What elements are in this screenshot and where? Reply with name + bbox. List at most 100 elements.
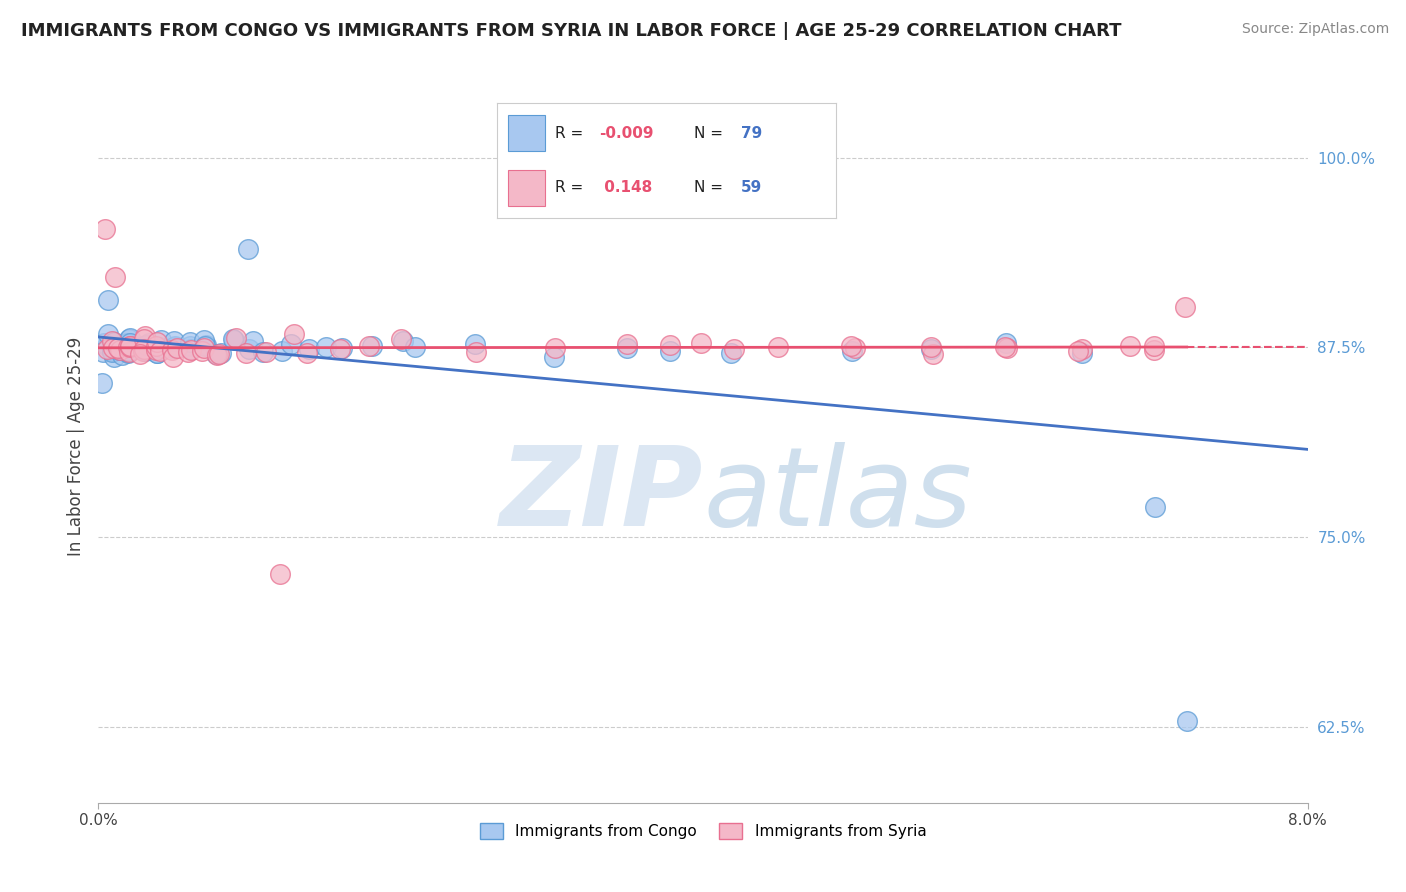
Point (616, 336, 638, 351)
Point (162, 341, 184, 355)
Point (118, 345, 141, 359)
Point (120, 343, 142, 357)
Point (149, 333, 172, 347)
Point (1174, 300, 1197, 314)
Point (179, 339, 201, 353)
Point (191, 344, 214, 359)
Point (110, 343, 132, 358)
Point (616, 341, 638, 355)
Text: ZIP: ZIP (499, 442, 703, 549)
Point (131, 341, 153, 355)
Point (283, 327, 305, 342)
Point (97, 293, 120, 308)
Point (118, 339, 141, 353)
Point (146, 346, 169, 360)
Point (134, 343, 156, 358)
Point (464, 337, 486, 351)
Point (329, 342, 352, 356)
Point (194, 338, 217, 352)
Point (117, 344, 139, 359)
Point (145, 343, 167, 357)
Point (1071, 346, 1094, 360)
Point (391, 334, 413, 348)
Point (271, 344, 294, 359)
Point (254, 345, 277, 359)
Point (994, 340, 1017, 354)
Point (131, 341, 153, 355)
Point (315, 340, 337, 354)
Point (193, 334, 215, 348)
Point (134, 329, 156, 343)
Point (138, 336, 160, 351)
Point (115, 335, 138, 350)
Point (149, 339, 172, 353)
Point (132, 338, 155, 352)
Point (100, 345, 122, 359)
Point (132, 342, 155, 356)
Point (1143, 339, 1166, 353)
Point (166, 341, 188, 355)
Point (1070, 342, 1092, 356)
Point (117, 345, 139, 359)
Point (720, 346, 742, 360)
Point (465, 344, 488, 359)
Point (194, 339, 217, 353)
Point (160, 343, 183, 358)
Point (101, 339, 124, 353)
Point (180, 343, 202, 357)
Point (242, 334, 264, 348)
Point (104, 341, 127, 355)
Point (104, 341, 127, 355)
Point (107, 342, 129, 356)
Point (766, 340, 789, 354)
Point (145, 339, 167, 353)
Point (118, 336, 141, 351)
Point (544, 342, 567, 356)
Point (269, 567, 291, 582)
Point (129, 347, 152, 361)
Point (252, 345, 274, 359)
Point (103, 269, 125, 284)
Point (658, 344, 681, 359)
Point (205, 348, 228, 362)
Point (118, 330, 141, 344)
Point (90, 376, 112, 391)
Point (994, 336, 1017, 351)
Point (280, 337, 302, 351)
Point (163, 334, 186, 349)
Point (117, 340, 139, 354)
Point (146, 346, 169, 360)
Point (145, 334, 167, 349)
Point (193, 341, 215, 355)
Point (132, 344, 155, 359)
Point (723, 342, 745, 356)
Point (148, 343, 170, 357)
Point (117, 332, 139, 346)
Point (97, 326, 120, 341)
Point (330, 341, 353, 355)
Point (118, 340, 141, 354)
Point (920, 342, 942, 356)
Point (101, 334, 124, 349)
Point (298, 342, 321, 356)
Point (207, 347, 229, 361)
Point (135, 338, 157, 352)
Point (1144, 500, 1167, 514)
Text: IMMIGRANTS FROM CONGO VS IMMIGRANTS FROM SYRIA IN LABOR FORCE | AGE 25-29 CORREL: IMMIGRANTS FROM CONGO VS IMMIGRANTS FROM… (21, 22, 1122, 40)
Point (295, 345, 318, 359)
Point (359, 339, 381, 353)
Point (162, 350, 184, 364)
Point (149, 343, 172, 358)
Point (93, 336, 115, 351)
Point (103, 344, 125, 359)
Point (1143, 343, 1166, 357)
Point (844, 341, 866, 355)
Point (132, 332, 155, 346)
Point (180, 342, 202, 356)
Point (117, 343, 139, 358)
Point (96, 342, 118, 356)
Point (238, 342, 260, 356)
Point (94, 222, 117, 236)
Point (361, 339, 384, 353)
Point (404, 340, 426, 354)
